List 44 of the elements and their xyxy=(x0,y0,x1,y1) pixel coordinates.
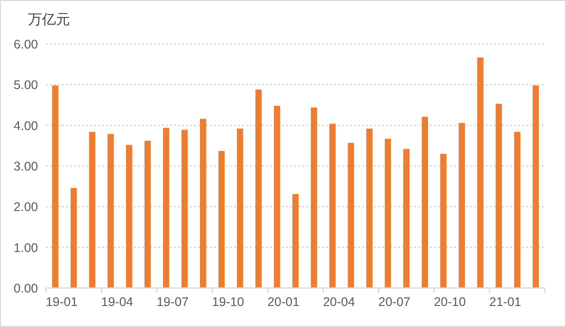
y-tick-label: 5.00 xyxy=(14,78,38,92)
bar xyxy=(218,150,225,288)
bar xyxy=(348,142,354,288)
bar xyxy=(181,130,188,288)
y-tick-label: 6.00 xyxy=(14,38,38,52)
bar xyxy=(403,148,410,288)
bar xyxy=(477,57,484,288)
bar xyxy=(144,140,151,288)
x-tick-label: 21-01 xyxy=(489,295,522,309)
x-tick-label: 20-04 xyxy=(322,295,355,309)
bar xyxy=(126,144,132,288)
bar xyxy=(496,104,502,288)
y-tick-label: 0.00 xyxy=(14,282,38,296)
x-tick-label: 20-10 xyxy=(434,295,466,309)
x-tick-label: 19-10 xyxy=(212,295,244,309)
bar xyxy=(162,128,170,288)
bar xyxy=(236,128,244,288)
y-tick-label: 4.00 xyxy=(14,118,38,133)
bar xyxy=(108,134,114,288)
x-tick-label: 20-01 xyxy=(267,295,300,309)
bar xyxy=(514,132,520,288)
bar xyxy=(310,107,318,288)
x-tick-label: 20-07 xyxy=(378,295,410,309)
bar xyxy=(458,122,465,288)
bar xyxy=(384,138,392,288)
bar xyxy=(366,128,373,288)
x-tick-label: 19-07 xyxy=(156,295,189,309)
bar xyxy=(89,132,96,288)
bar xyxy=(52,85,58,288)
bar xyxy=(440,154,446,288)
bar xyxy=(274,106,280,288)
bar xyxy=(70,188,77,288)
bar xyxy=(532,85,539,288)
bar xyxy=(292,194,299,288)
y-tick-label: 1.00 xyxy=(14,240,38,255)
y-tick-label: 3.00 xyxy=(14,160,38,174)
y-tick-label: 2.00 xyxy=(14,200,38,214)
y-axis-title: 万亿元 xyxy=(28,11,70,27)
bar xyxy=(255,90,262,288)
x-tick-label: 19-04 xyxy=(101,295,134,309)
bar xyxy=(329,124,336,288)
bar xyxy=(422,116,428,288)
bar xyxy=(200,118,206,288)
x-tick-label: 19-01 xyxy=(46,295,78,309)
